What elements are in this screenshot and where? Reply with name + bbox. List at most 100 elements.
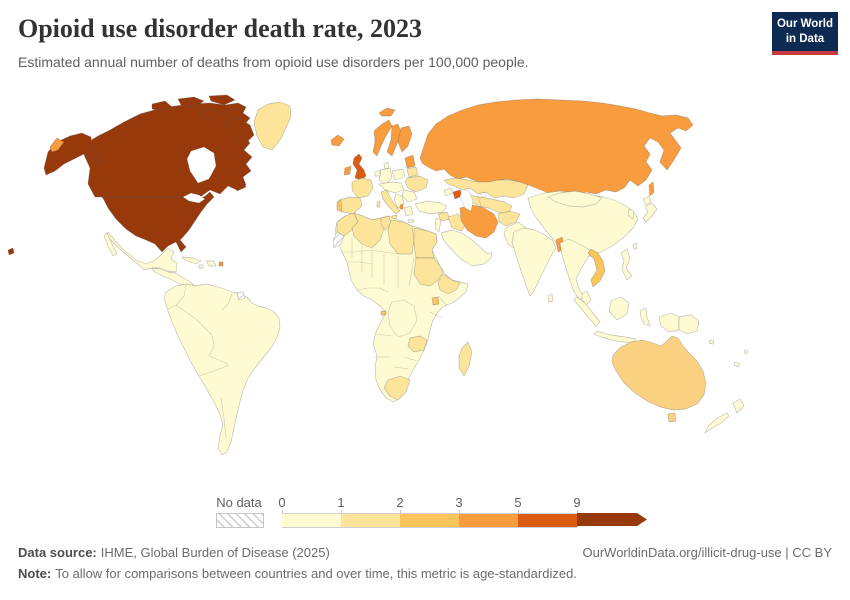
country-canada-island[interactable] bbox=[208, 94, 236, 106]
rights-link[interactable]: OurWorldinData.org/illicit-drug-use | CC… bbox=[582, 545, 833, 560]
country-puerto-rico[interactable] bbox=[218, 261, 224, 267]
country-usa-hawaii[interactable] bbox=[7, 247, 15, 256]
country-cuba[interactable] bbox=[181, 256, 202, 265]
country-canada-island[interactable] bbox=[151, 100, 173, 112]
country-united-states[interactable] bbox=[101, 191, 215, 253]
country-japan-hokkaido[interactable] bbox=[642, 195, 652, 206]
legend-tick-4: 5 bbox=[514, 495, 522, 510]
note-value: To allow for comparisons between countri… bbox=[55, 566, 577, 581]
country-indonesia-borneo[interactable] bbox=[608, 296, 630, 321]
country-western-sahara[interactable] bbox=[332, 231, 345, 249]
country-philippines[interactable] bbox=[620, 248, 633, 281]
no-data-swatch[interactable] bbox=[216, 513, 264, 528]
legend-segment-5-9[interactable] bbox=[518, 513, 577, 528]
country-australia[interactable] bbox=[611, 335, 707, 411]
country-germany[interactable] bbox=[378, 167, 393, 185]
country-indonesia-sulawesi[interactable] bbox=[639, 307, 651, 327]
country-malay-peninsula[interactable] bbox=[581, 290, 592, 306]
country-france[interactable] bbox=[351, 177, 374, 199]
country-poland[interactable] bbox=[391, 168, 406, 181]
country-canada-newfoundland[interactable] bbox=[232, 180, 247, 192]
country-japan-honshu[interactable] bbox=[642, 202, 658, 223]
country-madagascar[interactable] bbox=[458, 341, 473, 377]
country-iceland[interactable] bbox=[330, 134, 345, 147]
country-new-zealand-south[interactable] bbox=[704, 412, 730, 434]
country-mongolia[interactable] bbox=[547, 190, 603, 208]
country-sweden[interactable] bbox=[386, 123, 402, 157]
country-georgia[interactable] bbox=[443, 187, 454, 197]
legend-segment-1-2[interactable] bbox=[341, 513, 400, 528]
country-belarus[interactable] bbox=[406, 166, 419, 178]
country-jamaica[interactable] bbox=[198, 264, 204, 269]
country-italy-sardinia[interactable] bbox=[376, 200, 381, 208]
country-egypt[interactable] bbox=[413, 227, 438, 259]
country-portugal[interactable] bbox=[336, 199, 343, 213]
country-taiwan[interactable] bbox=[632, 242, 638, 250]
country-sri-lanka[interactable] bbox=[547, 293, 554, 303]
country-levant[interactable] bbox=[434, 217, 442, 233]
country-romania-bulgaria[interactable] bbox=[401, 189, 418, 203]
country-greenland[interactable] bbox=[253, 101, 292, 151]
country-albania[interactable] bbox=[399, 203, 404, 210]
country-russia-chukotka[interactable] bbox=[49, 137, 65, 153]
country-russia-sakhalin[interactable] bbox=[648, 181, 655, 197]
country-italy-sicily[interactable] bbox=[391, 214, 398, 220]
country-sudan[interactable] bbox=[413, 257, 444, 287]
country-tasmania[interactable] bbox=[667, 412, 677, 423]
country-greece[interactable] bbox=[403, 205, 414, 217]
country-fiji[interactable] bbox=[743, 349, 749, 355]
country-afghanistan[interactable] bbox=[497, 210, 521, 227]
country-canada[interactable] bbox=[83, 102, 253, 198]
country-south-korea[interactable] bbox=[627, 208, 635, 220]
country-zambia[interactable] bbox=[407, 335, 428, 353]
country-canada-island[interactable] bbox=[224, 108, 244, 121]
country-svalbard[interactable] bbox=[378, 107, 396, 117]
country-mainland-southeast-asia[interactable] bbox=[559, 238, 592, 301]
country-vietnam[interactable] bbox=[587, 248, 606, 288]
country-indonesia-sumatra[interactable] bbox=[573, 296, 601, 327]
country-arabian-peninsula[interactable] bbox=[440, 229, 493, 267]
country-hispaniola[interactable] bbox=[205, 260, 217, 267]
country-benelux[interactable] bbox=[374, 169, 381, 177]
country-new-zealand-north[interactable] bbox=[732, 398, 745, 414]
country-papua-new-guinea[interactable] bbox=[678, 314, 700, 335]
country-ethiopia[interactable] bbox=[437, 273, 461, 295]
country-mexico[interactable] bbox=[106, 231, 178, 273]
country-canada-island[interactable] bbox=[199, 108, 221, 121]
legend-segment-2-3[interactable] bbox=[400, 513, 459, 528]
country-ireland[interactable] bbox=[343, 165, 352, 176]
border-africa bbox=[347, 261, 373, 265]
country-new-caledonia[interactable] bbox=[733, 361, 741, 368]
country-norway[interactable] bbox=[372, 119, 393, 157]
country-united-kingdom[interactable] bbox=[352, 153, 367, 181]
country-libya[interactable] bbox=[387, 219, 415, 255]
country-canada-island[interactable] bbox=[177, 96, 205, 108]
country-algeria[interactable] bbox=[351, 212, 385, 249]
country-uganda[interactable] bbox=[431, 296, 440, 306]
country-greece-crete[interactable] bbox=[407, 219, 415, 224]
country-mexico-baja[interactable] bbox=[103, 232, 118, 257]
country-italy[interactable] bbox=[380, 189, 401, 215]
country-indonesia-java[interactable] bbox=[593, 330, 637, 344]
country-equatorial-guinea[interactable] bbox=[380, 310, 387, 316]
country-south-america[interactable] bbox=[163, 283, 281, 456]
country-turkey[interactable] bbox=[414, 200, 448, 215]
legend-segment-0-1[interactable] bbox=[282, 513, 341, 528]
country-india[interactable] bbox=[511, 227, 557, 297]
country-french-guiana[interactable] bbox=[236, 291, 246, 301]
country-denmark[interactable] bbox=[383, 161, 390, 170]
country-canada-baffin[interactable] bbox=[225, 118, 255, 144]
legend-segment-3-5[interactable] bbox=[459, 513, 518, 528]
country-south-africa[interactable] bbox=[383, 375, 411, 401]
country-indonesia-papua[interactable] bbox=[658, 312, 680, 333]
country-solomon-islands[interactable] bbox=[708, 339, 715, 345]
country-iran[interactable] bbox=[459, 204, 499, 239]
country-finland[interactable] bbox=[397, 125, 413, 153]
country-tunisia[interactable] bbox=[380, 215, 392, 231]
country-baltic-states[interactable] bbox=[404, 154, 416, 169]
country-central-europe[interactable] bbox=[378, 181, 405, 194]
legend-segment-9-plus[interactable] bbox=[577, 513, 647, 526]
owid-logo[interactable]: Our World in Data bbox=[772, 12, 838, 55]
country-ukraine[interactable] bbox=[404, 175, 429, 193]
